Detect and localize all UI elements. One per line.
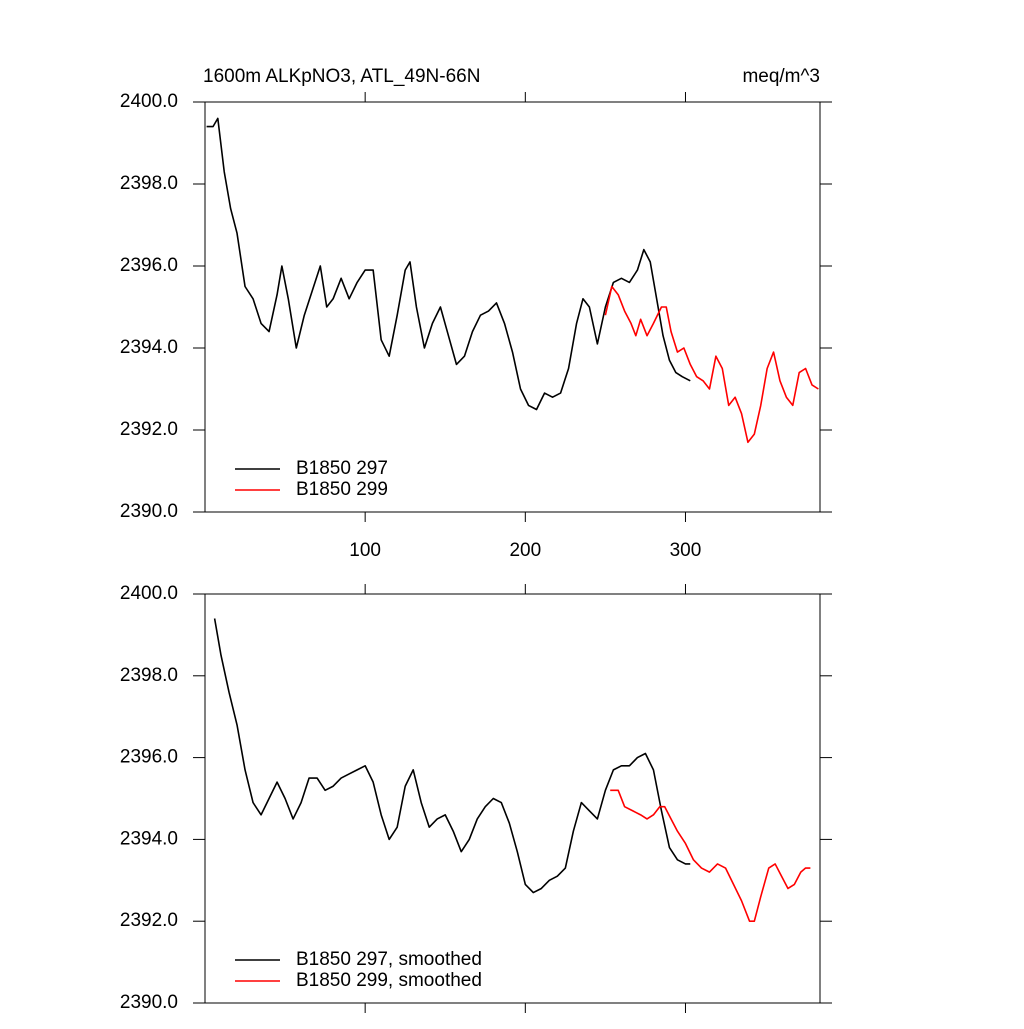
x-tick-label: 300 [670,540,702,561]
plot-frame [204,101,821,513]
y-tick-label: 2390.0 [120,992,178,1013]
plot-frame [204,593,821,1004]
x-tick-label: 100 [349,540,381,561]
y-tick-label: 2400.0 [120,583,178,604]
y-tick-label: 2392.0 [120,419,178,440]
data-line [610,789,811,922]
y-tick-label: 2400.0 [120,91,178,112]
data-line [206,117,691,411]
legend-label: B1850 297 [296,458,388,479]
data-line [604,285,819,444]
y-tick-label: 2398.0 [120,173,178,194]
data-line [213,618,691,894]
chart-title: 1600m ALKpNO3, ATL_49N-66N [203,66,480,87]
y-tick-label: 2394.0 [120,337,178,358]
legend-label: B1850 299 [296,479,388,500]
y-tick-label: 2396.0 [120,747,178,768]
y-tick-label: 2394.0 [120,828,178,849]
legend-label: B1850 297, smoothed [296,949,482,970]
x-tick-label: 200 [509,540,541,561]
y-tick-label: 2390.0 [120,501,178,522]
units-title: meq/m^3 [742,66,820,87]
y-tick-label: 2396.0 [120,255,178,276]
y-tick-label: 2392.0 [120,910,178,931]
legend-label: B1850 299, smoothed [296,970,482,991]
y-tick-label: 2398.0 [120,665,178,686]
